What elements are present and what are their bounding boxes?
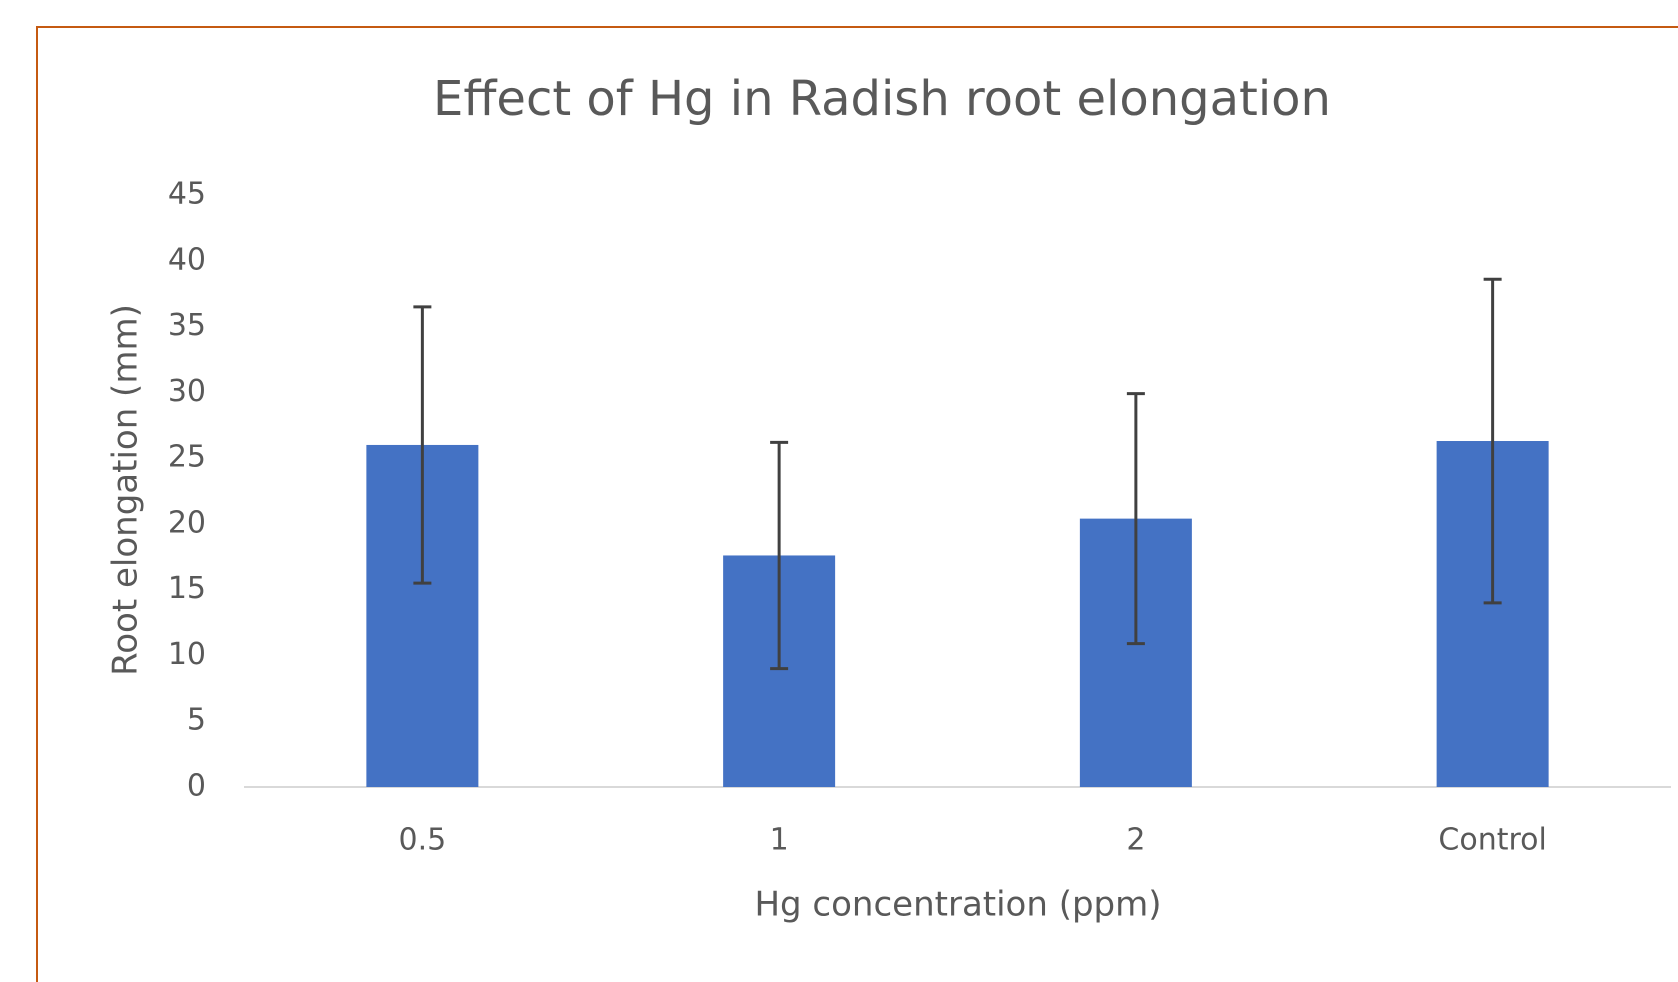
y-axis-label: Root elongation (mm) [106, 304, 146, 676]
y-tick-label: 0 [187, 769, 206, 804]
chart-title: Effect of Hg in Radish root elongation [433, 71, 1331, 127]
y-tick-label: 35 [168, 308, 206, 343]
y-tick-label: 25 [168, 440, 206, 475]
y-tick-label: 40 [168, 242, 206, 277]
y-tick-label: 15 [168, 571, 206, 606]
x-tick-label: 1 [770, 823, 789, 858]
y-tick-label: 45 [168, 177, 206, 212]
x-tick-label: 0.5 [399, 823, 447, 858]
y-tick-label: 10 [168, 637, 206, 672]
y-tick-label: 5 [187, 703, 206, 738]
x-tick-label: 2 [1126, 823, 1145, 858]
y-tick-label: 30 [168, 374, 206, 409]
x-tick-label: Control [1438, 823, 1546, 858]
x-axis-label: Hg concentration (ppm) [754, 885, 1161, 925]
chart-border [36, 26, 1678, 982]
y-tick-label: 20 [168, 505, 206, 540]
